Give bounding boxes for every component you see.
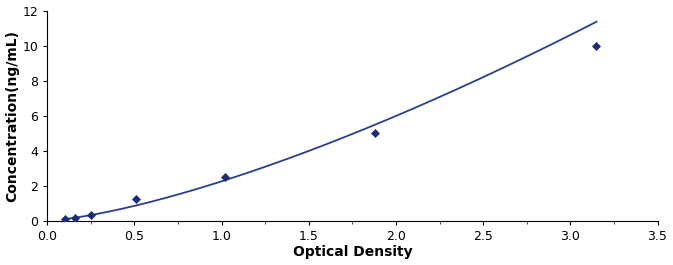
X-axis label: Optical Density: Optical Density — [293, 245, 412, 259]
Y-axis label: Concentration(ng/mL): Concentration(ng/mL) — [5, 30, 20, 202]
